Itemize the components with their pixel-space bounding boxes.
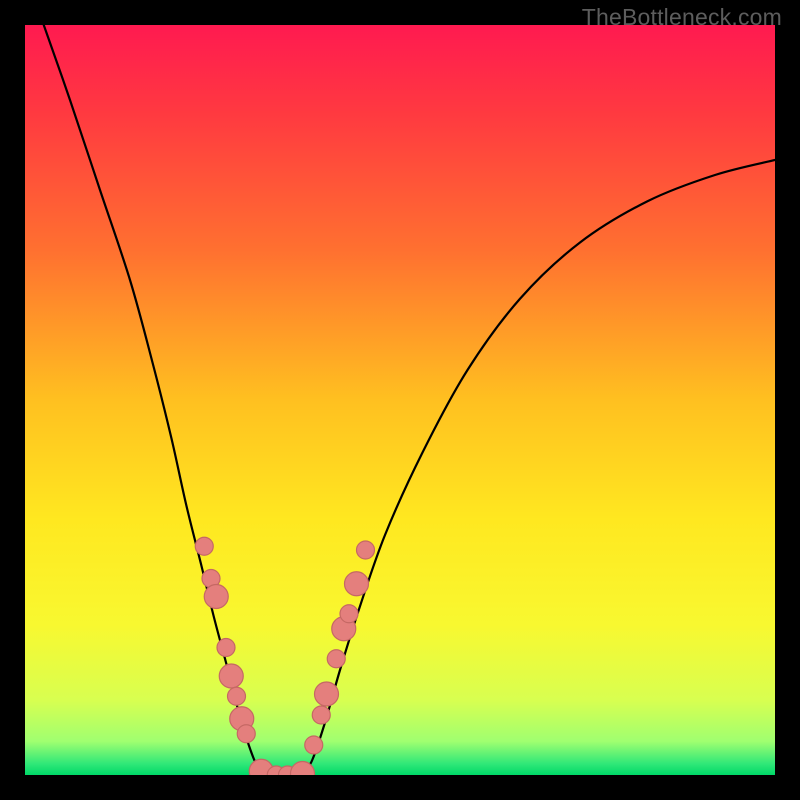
data-marker	[195, 537, 213, 555]
data-marker	[228, 687, 246, 705]
data-marker	[312, 706, 330, 724]
data-marker	[237, 725, 255, 743]
data-marker	[217, 639, 235, 657]
data-marker	[305, 736, 323, 754]
bottleneck-chart	[0, 0, 800, 800]
data-marker	[327, 650, 345, 668]
data-marker	[315, 682, 339, 706]
plot-background	[25, 25, 775, 775]
data-marker	[345, 572, 369, 596]
data-marker	[357, 541, 375, 559]
data-marker	[340, 605, 358, 623]
watermark-text: TheBottleneck.com	[582, 4, 782, 31]
data-marker	[204, 585, 228, 609]
data-marker	[219, 664, 243, 688]
